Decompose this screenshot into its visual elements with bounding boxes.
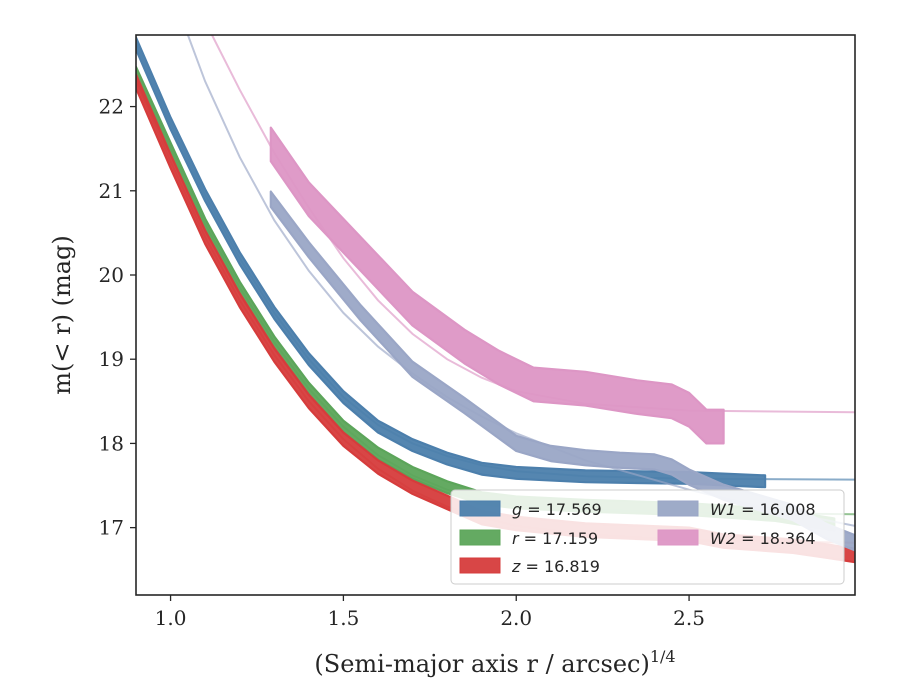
legend: g = 17.569 r = 17.159 z = 16.819 W1 = 16.00… xyxy=(450,489,845,585)
legend-swatch-w1 xyxy=(657,500,699,517)
legend-label-z: z = 16.819 xyxy=(511,557,600,576)
data-band-z xyxy=(136,73,855,564)
legend-box xyxy=(450,489,845,585)
x-tick-label: 1.5 xyxy=(327,606,359,630)
ticks-layer: 1.0 1.5 2.0 2.5 17 18 19 20 21 22 xyxy=(99,95,705,630)
x-tick-label: 2.5 xyxy=(673,606,705,630)
x-tick-label: 1.0 xyxy=(155,606,187,630)
plot-frame xyxy=(135,34,856,596)
legend-label-r: r = 17.159 xyxy=(512,529,598,548)
y-axis-label: m(< r) (mag) xyxy=(48,235,76,394)
y-tick-label: 21 xyxy=(99,179,124,203)
data-band-w2 xyxy=(269,126,725,445)
legend-label-g: g = 17.569 xyxy=(512,500,602,519)
y-tick-label: 19 xyxy=(99,347,124,371)
data-band-g xyxy=(136,36,767,489)
legend-swatch-r xyxy=(459,529,501,546)
legend-swatch-w2 xyxy=(657,529,699,546)
legend-swatch-z xyxy=(459,557,501,574)
y-tick-label: 22 xyxy=(99,95,124,119)
legend-label-w2: W2 = 18.364 xyxy=(710,529,816,548)
legend-swatch-g xyxy=(459,500,501,517)
y-tick-label: 17 xyxy=(99,516,124,540)
y-tick-label: 20 xyxy=(99,263,124,287)
legend-label-w1: W1 = 16.008 xyxy=(710,500,816,519)
x-axis-label: (Semi-major axis r / arcsec)1/4 xyxy=(314,647,675,678)
x-tick-label: 2.0 xyxy=(500,606,532,630)
y-tick-label: 18 xyxy=(99,431,124,455)
